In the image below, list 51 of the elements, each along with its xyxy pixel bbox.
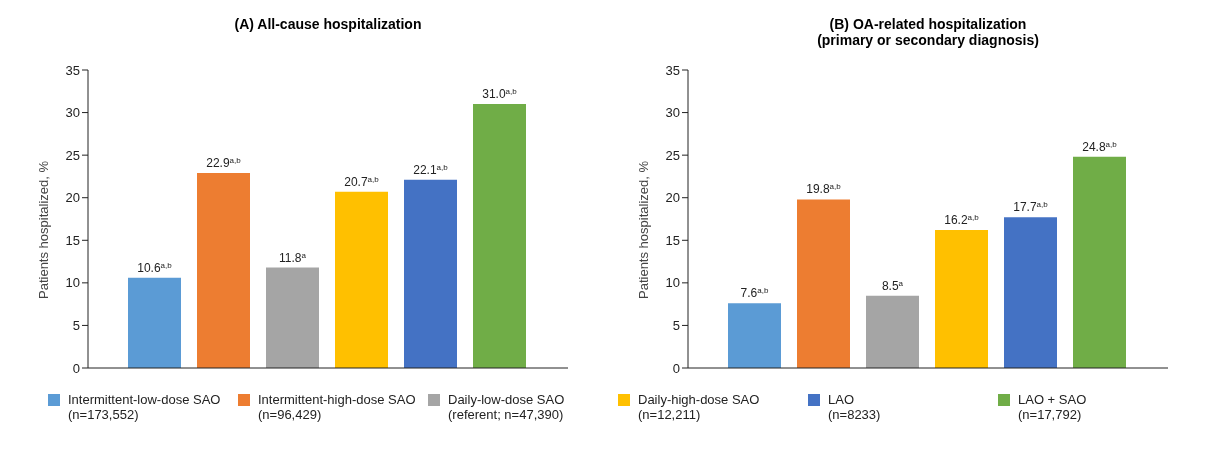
bar <box>797 199 850 368</box>
data-label: 20.7$^{a,b}$ <box>344 174 380 189</box>
bar <box>866 295 919 368</box>
bar <box>473 104 526 368</box>
legend-label: Daily-low-dose SAO (referent; n=47,390) <box>448 392 565 422</box>
chart-title: (A) All-cause hospitalization <box>233 15 423 32</box>
legend-label: LAO + SAO (n=17,792) <box>1018 392 1087 422</box>
bar <box>1073 156 1126 368</box>
y-tick-label: 5 <box>672 318 680 334</box>
bar <box>335 191 388 368</box>
bar <box>266 267 319 368</box>
data-label: 22.1$^{a,b}$ <box>413 162 449 177</box>
bar <box>935 230 988 368</box>
y-tick-label: 35 <box>665 62 680 78</box>
data-label: 16.2$^{a,b}$ <box>944 212 980 228</box>
y-tick-label: 15 <box>65 232 80 248</box>
data-label: 10.6$^{a,b}$ <box>137 260 173 275</box>
bar <box>404 179 457 368</box>
bar <box>197 173 250 368</box>
y-tick-label: 25 <box>65 147 80 163</box>
y-tick-label: 30 <box>665 105 680 121</box>
bar <box>728 303 781 368</box>
bar <box>128 277 181 368</box>
y-tick-label: 0 <box>672 360 680 376</box>
y-tick-label: 20 <box>65 190 80 206</box>
chart-title: (B) OA-related hospitalization <box>828 15 1028 32</box>
data-label: 19.8$^{a,b}$ <box>806 181 842 197</box>
y-tick-label: 10 <box>665 275 680 291</box>
data-label: 22.9$^{a,b}$ <box>206 155 242 171</box>
y-tick-label: 0 <box>72 360 80 376</box>
data-label: 31.0$^{a,b}$ <box>482 86 518 102</box>
data-label: 24.8$^{a,b}$ <box>1082 139 1118 154</box>
bar <box>1004 217 1057 368</box>
legend-label: Intermittent-high-dose SAO (n=96,429) <box>258 392 416 422</box>
y-tick-label: 25 <box>665 147 680 163</box>
data-label: 17.7$^{a,b}$ <box>1013 199 1049 215</box>
y-tick-label: 20 <box>665 190 680 206</box>
y-axis-title: Patients hospitalized, % <box>35 160 51 299</box>
legend-label: LAO (n=8233) <box>828 392 881 422</box>
legend-label: Intermittent-low-dose SAO (n=173,552) <box>68 392 221 422</box>
legend-label: Daily-high-dose SAO (n=12,211) <box>638 392 760 422</box>
data-label: 11.8$^{a}$ <box>279 250 307 265</box>
data-label: 8.5$^{a}$ <box>881 278 904 293</box>
y-tick-label: 15 <box>665 232 680 248</box>
y-axis-title: Patients hospitalized, % <box>635 160 651 299</box>
y-tick-label: 5 <box>72 318 80 334</box>
y-tick-label: 10 <box>65 275 80 291</box>
y-tick-label: 30 <box>65 105 80 121</box>
data-label: 7.6$^{a,b}$ <box>740 285 769 301</box>
y-tick-label: 35 <box>65 62 80 78</box>
chart-subtitle: (primary or secondary diagnosis) <box>816 32 1040 48</box>
